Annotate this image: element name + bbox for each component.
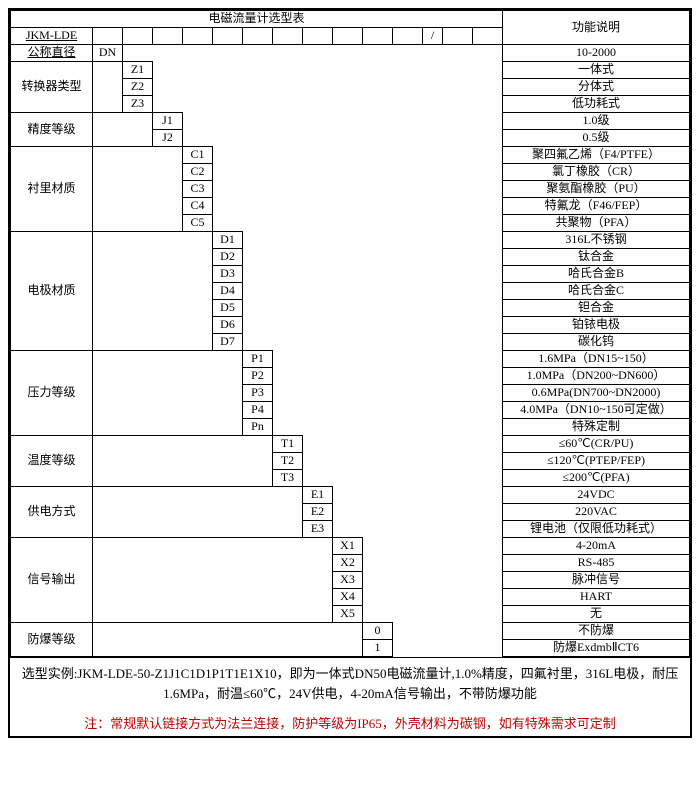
lining-label: 衬里材质 <box>11 147 93 232</box>
code-cell: D1 <box>213 232 243 249</box>
desc-cell: 316L不锈钢 <box>503 232 690 249</box>
code-cell: Z2 <box>123 79 153 96</box>
code-cell: X2 <box>333 555 363 572</box>
desc-cell: 0.6MPa(DN700~DN2000) <box>503 385 690 402</box>
code-cell: X1 <box>333 538 363 555</box>
code-cell: D5 <box>213 300 243 317</box>
code-cell: 1 <box>363 640 393 657</box>
nominal-code: DN <box>93 45 123 62</box>
code-cell: Pn <box>243 419 273 436</box>
code-cell: D2 <box>213 249 243 266</box>
code-cell: T1 <box>273 436 303 453</box>
explosion-label: 防爆等级 <box>11 623 93 657</box>
desc-cell: ≤60℃(CR/PU) <box>503 436 690 453</box>
desc-cell: ≤120℃(PTEP/FEP) <box>503 453 690 470</box>
code-cell: Z3 <box>123 96 153 113</box>
code-cell: E3 <box>303 521 333 538</box>
model-code: JKM-LDE <box>11 28 93 45</box>
code-cell: C1 <box>183 147 213 164</box>
desc-cell: 24VDC <box>503 487 690 504</box>
code-cell: Z1 <box>123 62 153 79</box>
slash-cell: / <box>423 28 443 45</box>
code-cell: T2 <box>273 453 303 470</box>
main-table: 电磁流量计选型表 功能说明 JKM-LDE / 公称直径 DN 10-2000 … <box>10 10 690 657</box>
code-cell: C5 <box>183 215 213 232</box>
code-cell: J2 <box>153 130 183 147</box>
desc-cell: 铂铱电极 <box>503 317 690 334</box>
desc-cell: 220VAC <box>503 504 690 521</box>
desc-cell: RS-485 <box>503 555 690 572</box>
code-cell: E1 <box>303 487 333 504</box>
desc-cell: 4-20mA <box>503 538 690 555</box>
desc-cell: 钽合金 <box>503 300 690 317</box>
code-cell: D4 <box>213 283 243 300</box>
code-cell: D6 <box>213 317 243 334</box>
code-cell: E2 <box>303 504 333 521</box>
code-cell: C3 <box>183 181 213 198</box>
electrode-label: 电极材质 <box>11 232 93 351</box>
desc-cell: 特氟龙（F46/FEP） <box>503 198 690 215</box>
desc-cell: 防爆ExdmbⅡCT6 <box>503 640 690 657</box>
nominal-label: 公称直径 <box>11 45 93 62</box>
desc-cell: 碳化钨 <box>503 334 690 351</box>
code-cell: D3 <box>213 266 243 283</box>
desc-cell: 特殊定制 <box>503 419 690 436</box>
code-cell: X3 <box>333 572 363 589</box>
desc-cell: 哈氏合金C <box>503 283 690 300</box>
code-cell: P2 <box>243 368 273 385</box>
desc-cell: 1.6MPa（DN15~150） <box>503 351 690 368</box>
desc-cell: 不防爆 <box>503 623 690 640</box>
code-cell: 0 <box>363 623 393 640</box>
table-title: 电磁流量计选型表 <box>11 11 503 28</box>
desc-cell: HART <box>503 589 690 606</box>
accuracy-label: 精度等级 <box>11 113 93 147</box>
desc-cell: 脉冲信号 <box>503 572 690 589</box>
desc-cell: 低功耗式 <box>503 96 690 113</box>
code-cell: P4 <box>243 402 273 419</box>
power-label: 供电方式 <box>11 487 93 538</box>
pressure-label: 压力等级 <box>11 351 93 436</box>
desc-cell: 钛合金 <box>503 249 690 266</box>
desc-cell: 锂电池（仅限低功耗式） <box>503 521 690 538</box>
desc-cell: 0.5级 <box>503 130 690 147</box>
code-cell: D7 <box>213 334 243 351</box>
code-cell: T3 <box>273 470 303 487</box>
desc-cell: 哈氏合金B <box>503 266 690 283</box>
desc-cell: 聚氨酯橡胶（PU） <box>503 181 690 198</box>
code-cell: C2 <box>183 164 213 181</box>
code-cell: C4 <box>183 198 213 215</box>
desc-cell: 分体式 <box>503 79 690 96</box>
desc-cell: 1.0MPa（DN200~DN600） <box>503 368 690 385</box>
desc-cell: 氯丁橡胶（CR） <box>503 164 690 181</box>
temperature-label: 温度等级 <box>11 436 93 487</box>
transducer-label: 转换器类型 <box>11 62 93 113</box>
desc-cell: 1.0级 <box>503 113 690 130</box>
code-cell: X5 <box>333 606 363 623</box>
example-text: 选型实例:JKM-LDE-50-Z1J1C1D1P1T1E1X10，即为一体式D… <box>10 657 690 709</box>
nominal-desc: 10-2000 <box>503 45 690 62</box>
desc-cell: 无 <box>503 606 690 623</box>
signal-label: 信号输出 <box>11 538 93 623</box>
selection-table: 电磁流量计选型表 功能说明 JKM-LDE / 公称直径 DN 10-2000 … <box>8 8 692 738</box>
desc-cell: 聚四氟乙烯（F4/PTFE） <box>503 147 690 164</box>
code-cell: X4 <box>333 589 363 606</box>
code-cell: P1 <box>243 351 273 368</box>
code-cell: P3 <box>243 385 273 402</box>
note-text: 注：常规默认链接方式为法兰连接，防护等级为IP65，外壳材料为碳钢，如有特殊需求… <box>10 709 690 736</box>
desc-header: 功能说明 <box>503 11 690 45</box>
desc-cell: ≤200℃(PFA) <box>503 470 690 487</box>
code-cell: J1 <box>153 113 183 130</box>
desc-cell: 一体式 <box>503 62 690 79</box>
desc-cell: 4.0MPa（DN10~150可定做） <box>503 402 690 419</box>
desc-cell: 共聚物（PFA） <box>503 215 690 232</box>
